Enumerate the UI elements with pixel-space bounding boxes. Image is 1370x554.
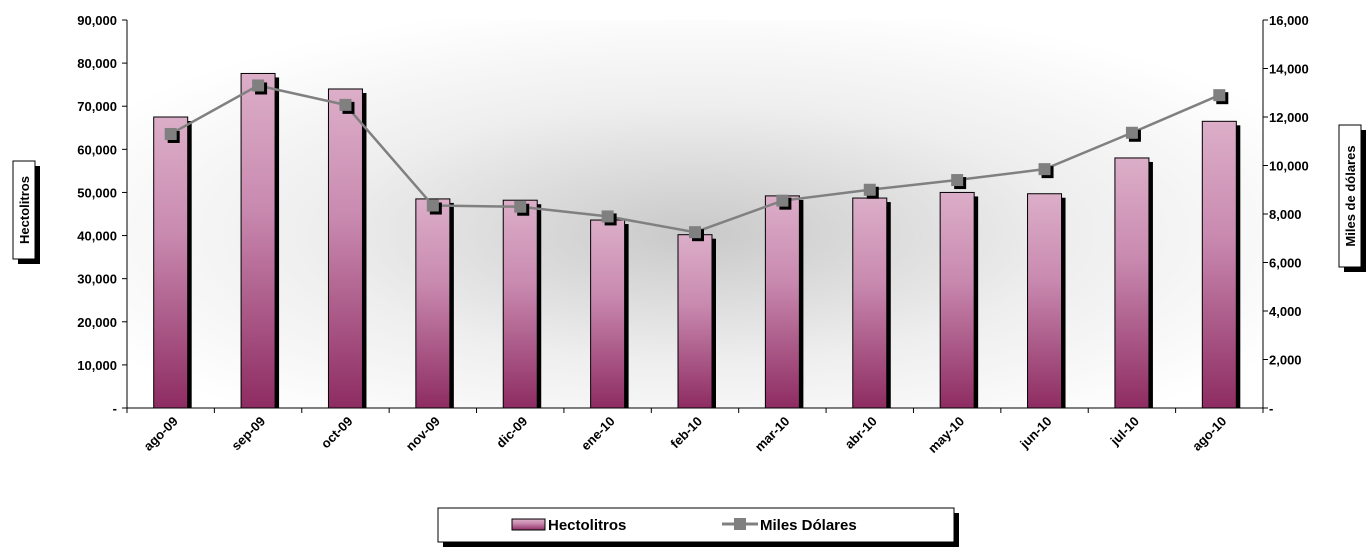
bar-jul-10	[1114, 157, 1150, 409]
bars-layer	[153, 72, 1241, 409]
x-tick-label: ago-09	[141, 414, 181, 454]
bar-abr-10	[852, 197, 888, 409]
x-tick-label: oct-09	[318, 414, 356, 452]
y-tick-label: 10,000	[77, 358, 117, 373]
y2-tick-label: 12,000	[1269, 110, 1309, 125]
y-tick-label: 70,000	[77, 99, 117, 114]
y-axis-title-box: Hectolitros	[12, 160, 40, 264]
point-dic-09	[514, 200, 527, 213]
point-oct-09	[339, 98, 352, 111]
bar-sep-09	[240, 72, 276, 409]
point-jul-10	[1125, 126, 1138, 139]
point-ene-10	[601, 210, 614, 223]
x-tick-label: dic-09	[493, 414, 530, 451]
point-ago-10	[1213, 89, 1226, 102]
legend-label-hectolitros: Hectolitros	[548, 517, 626, 534]
bar-ene-10	[590, 219, 626, 409]
y2-tick-label: 14,000	[1269, 62, 1309, 77]
x-tick-label: nov-09	[403, 414, 443, 454]
y2-axis-title: Miles de dólares	[1343, 145, 1358, 246]
x-tick-label: abr-10	[842, 414, 880, 452]
bar-jun-10	[1027, 193, 1063, 409]
y-tick-label: 50,000	[77, 185, 117, 200]
x-tick-label: ene-10	[578, 414, 618, 454]
point-nov-09	[426, 199, 439, 212]
y-tick-label: 20,000	[77, 315, 117, 330]
point-jun-10	[1038, 163, 1051, 176]
y2-tick-label: 10,000	[1269, 159, 1309, 174]
legend: Hectolitros Miles Dólares	[437, 507, 959, 547]
y2-tick-label: 2,000	[1269, 353, 1302, 368]
y-axis-title: Hectolitros	[17, 176, 32, 244]
point-sep-09	[252, 79, 265, 92]
y2-tick-label: 8,000	[1269, 207, 1302, 222]
y-tick-label: 30,000	[77, 272, 117, 287]
bar-feb-10	[677, 234, 713, 409]
point-abr-10	[863, 183, 876, 196]
point-ago-09	[164, 127, 177, 140]
y-tick-label: 40,000	[77, 229, 117, 244]
x-tick-label: sep-09	[228, 414, 268, 454]
x-tick-label: jun-10	[1016, 414, 1054, 452]
x-tick-label: ago-10	[1189, 414, 1229, 454]
y2-axis-title-box: Miles de dólares	[1338, 124, 1366, 272]
bar-mar-10	[764, 195, 800, 409]
bar-ago-10	[1201, 120, 1237, 409]
point-feb-10	[689, 226, 701, 239]
y2-tick-label: 6,000	[1269, 256, 1302, 271]
y-tick-label: 60,000	[77, 142, 117, 157]
legend-label-miles-dolares: Miles Dólares	[760, 517, 857, 534]
x-tick-label: may-10	[925, 414, 967, 456]
y-tick-label: 80,000	[77, 56, 117, 71]
y2-tick-label: 16,000	[1269, 13, 1309, 28]
x-tick-label: feb-10	[667, 414, 705, 452]
x-tick-label: jul-10	[1107, 414, 1142, 449]
point-may-10	[951, 174, 964, 187]
x-tick-label: mar-10	[752, 414, 793, 455]
point-mar-10	[776, 194, 789, 207]
legend-bar-swatch	[511, 518, 546, 531]
y2-tick-label: -	[1269, 401, 1273, 416]
y2-tick-label: 4,000	[1269, 304, 1302, 319]
y-tick-label: 90,000	[77, 13, 117, 28]
bar-ago-09	[153, 116, 189, 409]
bar-nov-09	[415, 198, 451, 409]
bar-oct-09	[327, 88, 363, 409]
bar-may-10	[939, 191, 975, 409]
bar-dic-09	[502, 199, 538, 409]
legend-marker-swatch	[734, 518, 746, 530]
line-layer	[164, 79, 1229, 242]
y-tick-label: -	[113, 401, 117, 416]
